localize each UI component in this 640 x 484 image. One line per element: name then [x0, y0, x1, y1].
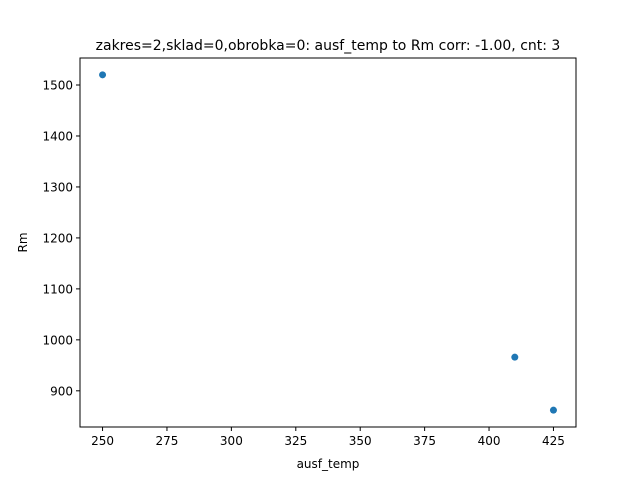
- y-axis-label: Rm: [16, 232, 30, 252]
- x-tick-label: 425: [542, 434, 565, 448]
- y-tick-label: 1100: [42, 282, 73, 296]
- points-layer: [99, 71, 557, 414]
- y-tick-label: 900: [50, 384, 73, 398]
- data-point: [511, 353, 519, 361]
- x-ticks: 250 275 300 325 350 375 400 425: [91, 427, 565, 448]
- x-tick-label: 375: [413, 434, 436, 448]
- x-tick-label: 325: [284, 434, 307, 448]
- x-tick-label: 350: [349, 434, 372, 448]
- x-tick-label: 250: [91, 434, 114, 448]
- x-tick-label: 275: [156, 434, 179, 448]
- data-point: [549, 406, 557, 414]
- data-point: [99, 71, 107, 79]
- x-tick-label: 400: [478, 434, 501, 448]
- y-ticks: 900 1000 1100 1200 1300 1400 1500: [42, 79, 80, 398]
- y-tick-label: 1300: [42, 180, 73, 194]
- y-tick-label: 1200: [42, 231, 73, 245]
- chart-title: zakres=2,sklad=0,obrobka=0: ausf_temp to…: [96, 38, 561, 54]
- axes-frame: [79, 57, 577, 428]
- x-axis-label: ausf_temp: [297, 457, 360, 471]
- y-tick-label: 1500: [42, 79, 73, 93]
- y-tick-label: 1000: [42, 333, 73, 347]
- y-tick-label: 1400: [42, 129, 73, 143]
- x-tick-label: 300: [220, 434, 243, 448]
